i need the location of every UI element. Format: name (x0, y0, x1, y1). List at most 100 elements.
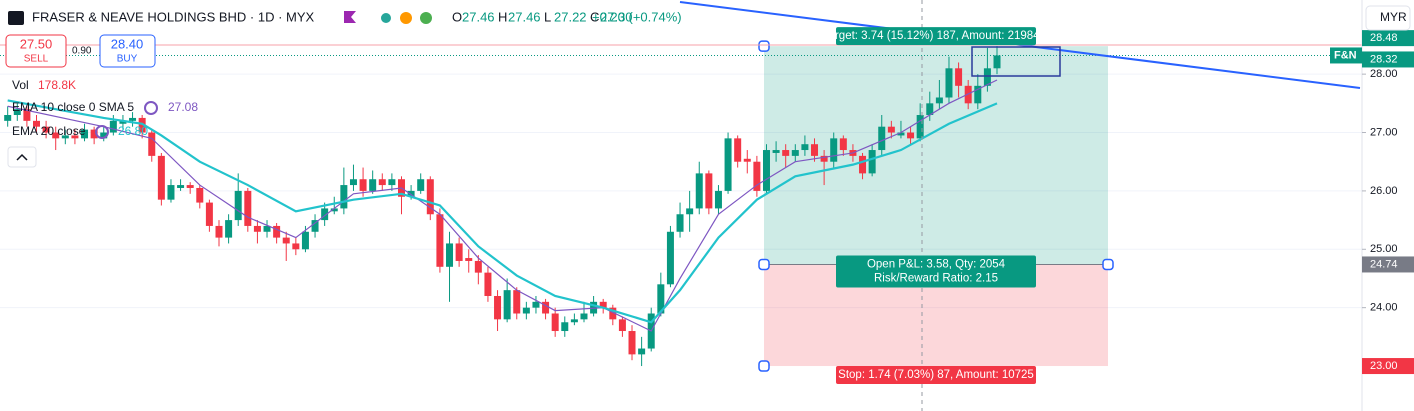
sell-label: SELL (24, 54, 49, 65)
candle-body (484, 272, 492, 296)
candle-body (138, 117, 146, 133)
candle-body (407, 190, 415, 197)
candle-body (369, 179, 377, 191)
volume-label: Vol (12, 78, 29, 92)
y-tick-label: 25.00 (1370, 243, 1398, 255)
candle-body (532, 301, 540, 308)
position-tool[interactable] (758, 40, 1114, 372)
candle-body (782, 150, 790, 156)
candle-body (196, 187, 204, 203)
y-tick-label: 24.00 (1370, 302, 1398, 314)
ohlc-legend: O 27.46 H 27.46 L 27.22 C 27.30 (452, 9, 633, 24)
flag[interactable] (344, 11, 356, 23)
position-label: Risk/Reward Ratio: 2.15 (874, 272, 998, 284)
position-label-bg (836, 255, 1036, 288)
candle-body (705, 173, 713, 209)
status-dot (420, 12, 432, 24)
candle-body (52, 132, 60, 139)
candle-body (522, 307, 530, 314)
candle-body (340, 185, 348, 209)
candle-body (772, 150, 780, 153)
price-tag-label: 24.74 (1370, 258, 1398, 270)
legend-value: 26.80 (118, 124, 148, 138)
candle-body (23, 109, 31, 121)
candle-body (762, 150, 770, 191)
candle-body (32, 120, 40, 127)
price-tag-label: 23.00 (1370, 360, 1398, 372)
collapse-icon (16, 153, 28, 161)
candle-body (811, 144, 819, 156)
candle-body (205, 202, 213, 226)
position-label-bg (836, 366, 1036, 385)
candle-body (388, 179, 396, 186)
y-tick-label: 26.00 (1370, 185, 1398, 197)
candle-body (907, 132, 915, 139)
candle-body (570, 319, 578, 323)
candle-body (993, 55, 1001, 69)
sell-price: 27.50 (20, 36, 53, 51)
candle-body (638, 348, 646, 355)
collapse-button[interactable] (7, 146, 37, 168)
candle-body (945, 68, 953, 98)
candle-body (657, 284, 665, 314)
candle-body (551, 313, 559, 332)
candle-body (417, 179, 425, 191)
handle[interactable] (1102, 258, 1114, 271)
candle-body (446, 243, 454, 267)
symbol-tag-bg (1330, 47, 1362, 64)
currency: MYR (1380, 10, 1407, 24)
candle-body (253, 225, 261, 232)
candle-body (234, 190, 242, 221)
buy-button[interactable] (99, 34, 156, 68)
candle-body (695, 173, 703, 209)
legend-entry: EMA 10 close 0 SMA 5 (12, 100, 134, 114)
y-tick-label: 28.00 (1370, 68, 1398, 80)
candle-body (61, 135, 69, 139)
candle-body (714, 190, 722, 209)
candle-body (609, 307, 617, 320)
candle-body (71, 135, 79, 139)
candle-body (839, 138, 847, 151)
rectangle-drawing[interactable] (971, 46, 1061, 77)
price-tag (1362, 256, 1414, 273)
price-axis (1362, 0, 1414, 411)
candle-body (100, 132, 108, 139)
indicator-icon[interactable] (95, 125, 109, 139)
ohlc-value: 27.30 (600, 9, 633, 24)
candle-body (599, 301, 607, 308)
candle-body (686, 208, 694, 215)
position-label-bg (836, 27, 1036, 46)
ohlc-value: 27.46 (508, 9, 541, 24)
candle-body (436, 214, 444, 267)
price-tag (1362, 358, 1414, 375)
handle[interactable] (758, 258, 770, 271)
candle-body (129, 117, 137, 121)
candle-body (561, 322, 569, 332)
position-label: Open P&L: 3.58, Qty: 2054 (867, 258, 1006, 270)
handle[interactable] (758, 360, 770, 372)
candle-body (330, 208, 338, 212)
candle-body (90, 129, 98, 139)
position-label: Stop: 1.74 (7.03%) 87, Amount: 10725 (838, 369, 1034, 381)
grid (0, 54, 1362, 309)
candle-body (830, 138, 838, 162)
indicator-icon[interactable] (144, 101, 158, 115)
candle-body (292, 243, 300, 250)
candle-body (897, 132, 905, 136)
candle-body (109, 120, 117, 133)
candle-body (167, 185, 175, 200)
candle-body (983, 68, 991, 86)
candle-body (263, 225, 271, 232)
sell-button[interactable] (5, 34, 67, 68)
candle-body (177, 185, 185, 188)
candle-body (215, 225, 223, 238)
currency-button[interactable] (1365, 5, 1411, 31)
candle-body (301, 231, 309, 250)
candle-body (859, 155, 867, 174)
candle-body (887, 126, 895, 133)
candle-body (618, 319, 626, 332)
candle-body (311, 220, 319, 232)
handle[interactable] (758, 40, 770, 52)
ohlc-key: L (544, 9, 551, 24)
spread: 0.90 (72, 46, 92, 57)
